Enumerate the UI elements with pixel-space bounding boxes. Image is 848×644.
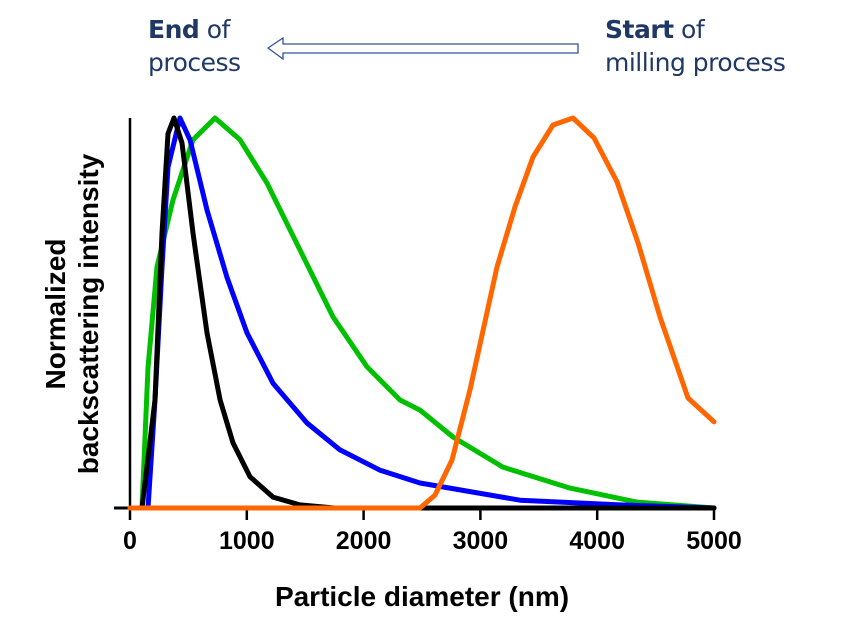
end-line2-text: process	[148, 48, 241, 77]
x-axis-label: Particle diameter (nm)	[275, 581, 569, 612]
series-blue-line	[145, 115, 717, 511]
series-lines	[127, 115, 717, 511]
x-tick-label: 3000	[453, 527, 509, 555]
series-green-line	[139, 115, 717, 511]
x-tick-label: 1000	[219, 527, 275, 555]
start-rest-text: of	[673, 15, 705, 44]
axis-labels: Particle diameter (nm) Normalized backsc…	[40, 153, 569, 612]
x-tick-label: 4000	[569, 527, 625, 555]
end-bold-text: End	[148, 15, 200, 44]
x-tick-label: 0	[123, 527, 137, 555]
process-direction-arrow-icon	[266, 36, 579, 61]
end-rest-text: of	[199, 15, 231, 44]
start-line2-text: milling process	[605, 48, 786, 77]
series-orange-line	[127, 115, 717, 511]
y-axis-label-line1: Normalized	[40, 239, 71, 390]
x-tick-label: 2000	[336, 527, 392, 555]
end-of-process-annotation: End of process	[148, 13, 241, 79]
y-axis-label-line2: backscattering intensity	[73, 153, 104, 474]
series-black-line	[139, 115, 717, 511]
x-tick-label: 5000	[686, 527, 742, 555]
start-bold-text: Start	[605, 15, 674, 44]
start-of-process-annotation: Start of milling process	[605, 13, 786, 79]
